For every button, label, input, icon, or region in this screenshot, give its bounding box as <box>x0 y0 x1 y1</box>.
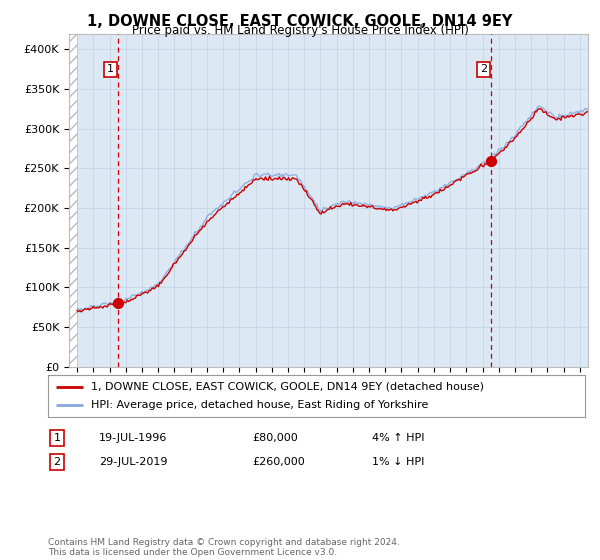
Text: £260,000: £260,000 <box>252 457 305 467</box>
Point <box>487 156 496 165</box>
Text: 29-JUL-2019: 29-JUL-2019 <box>99 457 167 467</box>
Text: Contains HM Land Registry data © Crown copyright and database right 2024.
This d: Contains HM Land Registry data © Crown c… <box>48 538 400 557</box>
Text: 1, DOWNE CLOSE, EAST COWICK, GOOLE, DN14 9EY: 1, DOWNE CLOSE, EAST COWICK, GOOLE, DN14… <box>88 14 512 29</box>
Text: 1: 1 <box>53 433 61 443</box>
Text: 1% ↓ HPI: 1% ↓ HPI <box>372 457 424 467</box>
Text: Price paid vs. HM Land Registry's House Price Index (HPI): Price paid vs. HM Land Registry's House … <box>131 24 469 37</box>
Text: 2: 2 <box>53 457 61 467</box>
Point <box>113 299 123 308</box>
Text: 2: 2 <box>480 64 487 74</box>
Text: HPI: Average price, detached house, East Riding of Yorkshire: HPI: Average price, detached house, East… <box>91 400 428 410</box>
Text: 1: 1 <box>107 64 114 74</box>
Bar <box>69 34 77 367</box>
Text: 19-JUL-1996: 19-JUL-1996 <box>99 433 167 443</box>
Text: £80,000: £80,000 <box>252 433 298 443</box>
Text: 4% ↑ HPI: 4% ↑ HPI <box>372 433 425 443</box>
Text: 1, DOWNE CLOSE, EAST COWICK, GOOLE, DN14 9EY (detached house): 1, DOWNE CLOSE, EAST COWICK, GOOLE, DN14… <box>91 382 484 392</box>
